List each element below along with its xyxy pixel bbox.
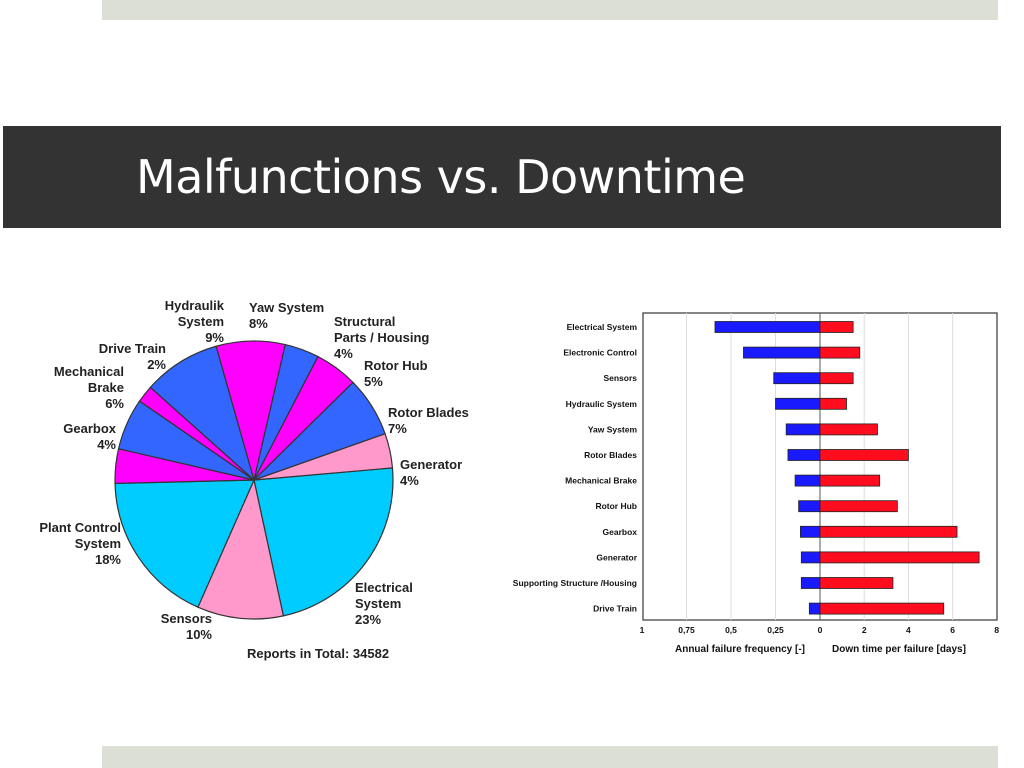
tick-label-downtime: 4 — [906, 625, 911, 635]
tick-label-downtime: 2 — [862, 625, 867, 635]
title-bar — [3, 126, 1001, 228]
pie-label-electrical-system: Electrical System 23% — [355, 580, 413, 627]
bar-category-label: Rotor Hub — [595, 501, 637, 511]
bar-category-label: Generator — [596, 552, 637, 562]
axis-title-downtime: Down time per failure [days] — [832, 644, 966, 655]
bar-category-label: Electronic Control — [563, 348, 637, 358]
pie-label-drive-train: Drive Train 2% — [99, 341, 167, 372]
bar-downtime-generator — [819, 551, 980, 564]
top-decorative-band — [102, 0, 998, 20]
bar-category-label: Mechanical Brake — [565, 476, 637, 486]
tick-label-frequency: 0,25 — [767, 625, 784, 635]
tick-label-downtime: 8 — [994, 625, 999, 635]
pie-slice-generator — [253, 433, 394, 481]
pie-chart: Electrical System 23% Sensors 10% Plant Contr… — [39, 298, 469, 661]
bar-downtime-rotor-blades — [819, 449, 909, 461]
bar-frequency-rotor-hub — [798, 500, 821, 513]
bar-frequency-drive-train — [808, 602, 821, 615]
bar-category-label: Sensors — [603, 373, 637, 383]
bar-frequency-sensors — [773, 372, 821, 385]
bar-category-label: Supporting Structure /Housing — [513, 578, 637, 588]
bar-category-label: Electrical System — [567, 322, 638, 332]
bar-frequency-rotor-blades — [787, 449, 821, 461]
bar-category-label: Rotor Blades — [584, 450, 637, 460]
bar-frequency-hydraulic-system — [775, 397, 821, 410]
pie-label-structural-parts-housing: Structural Parts / Housing 4% — [334, 314, 429, 361]
pie-label-plant-control-system: Plant Control System 18% — [39, 520, 121, 567]
bar-frequency-electronic-control — [743, 346, 821, 359]
pie-slice-plant-control-system — [114, 479, 255, 608]
bar-downtime-electrical-system — [819, 321, 854, 333]
bottom-decorative-band — [102, 746, 998, 768]
pie-label-gearbox: Gearbox 4% — [63, 421, 117, 452]
bar-category-label: Yaw System — [588, 424, 638, 434]
pie-footnote: Reports in Total: 34582 — [247, 646, 389, 661]
pie-label-sensors: Sensors 10% — [161, 611, 213, 642]
bar-downtime-mechanical-brake — [819, 474, 881, 487]
diverging-bar-chart: Electrical System Electronic Control Senso… — [513, 312, 999, 655]
bar-frequency-yaw-system — [785, 423, 821, 436]
pie-slice-sensors — [197, 478, 285, 620]
bar-category-label: Hydraulic System — [566, 399, 638, 409]
tick-label-frequency: 0 — [818, 625, 823, 635]
bar-downtime-gearbox — [819, 525, 958, 538]
tick-label-downtime: 6 — [950, 625, 955, 635]
pie-label-rotor-blades: Rotor Blades 7% — [388, 405, 469, 436]
pie-slice-electrical-system — [253, 467, 394, 617]
bar-downtime-electronic-control — [819, 346, 861, 359]
bar-downtime-hydraulic-system — [819, 397, 847, 410]
axis-title-frequency: Annual failure frequency [-] — [675, 644, 805, 655]
bar-downtime-sensors — [819, 372, 854, 385]
bar-downtime-drive-train — [819, 602, 945, 615]
bar-frequency-generator — [800, 551, 821, 564]
tick-label-frequency: 0,5 — [725, 625, 737, 635]
slide-title: Malfunctions vs. Downtime — [136, 150, 746, 204]
bar-frequency-mechanical-brake — [794, 474, 821, 487]
bar-downtime-yaw-system — [819, 423, 878, 436]
bar-category-label: Drive Train — [593, 604, 637, 614]
pie-label-rotor-hub: Rotor Hub 5% — [364, 358, 428, 389]
bar-frequency-gearbox — [800, 525, 821, 538]
tick-label-frequency: 1 — [640, 625, 645, 635]
pie-label-hydraulik-system: Hydraulik System 9% — [165, 298, 225, 345]
bar-frequency-electrical-system — [714, 321, 821, 333]
bar-downtime-supporting-structure-housing — [819, 577, 894, 589]
tick-label-frequency: 0,75 — [678, 625, 695, 635]
bar-frequency-supporting-structure-housing — [800, 577, 821, 589]
pie-label-mechanical-brake: Mechanical Brake 6% — [54, 364, 125, 411]
pie-label-yaw-system: Yaw System 8% — [249, 300, 324, 331]
bar-downtime-rotor-hub — [819, 500, 898, 513]
bar-category-label: Gearbox — [603, 527, 638, 537]
pie-label-generator: Generator 4% — [400, 457, 462, 488]
